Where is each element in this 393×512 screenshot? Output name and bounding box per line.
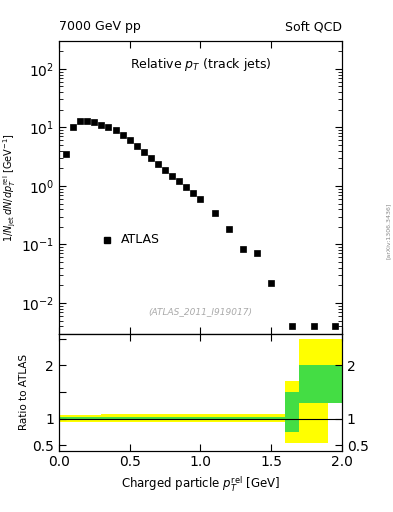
- X-axis label: Charged particle $p_T^\mathrm{rel}$ [GeV]: Charged particle $p_T^\mathrm{rel}$ [GeV…: [121, 475, 280, 495]
- Y-axis label: Ratio to ATLAS: Ratio to ATLAS: [19, 354, 29, 430]
- Bar: [299, 339, 314, 442]
- Bar: [200, 417, 215, 420]
- Bar: [144, 417, 158, 420]
- Bar: [186, 417, 200, 420]
- Bar: [314, 366, 328, 402]
- Bar: [243, 417, 257, 420]
- Bar: [285, 381, 299, 442]
- Bar: [299, 366, 314, 402]
- Bar: [73, 415, 87, 422]
- Bar: [271, 414, 285, 422]
- Bar: [200, 414, 215, 422]
- Bar: [73, 417, 87, 420]
- Bar: [130, 414, 144, 422]
- Bar: [144, 414, 158, 422]
- Bar: [285, 392, 299, 432]
- Bar: [328, 366, 342, 402]
- Bar: [229, 414, 243, 422]
- Bar: [101, 414, 116, 422]
- Bar: [271, 417, 285, 420]
- Bar: [257, 417, 271, 420]
- Bar: [172, 414, 186, 422]
- Bar: [314, 339, 328, 442]
- Bar: [186, 414, 200, 422]
- Y-axis label: $1/N_\mathrm{jet}\,dN/dp_T^\mathrm{rel}$ [GeV$^{-1}$]: $1/N_\mathrm{jet}\,dN/dp_T^\mathrm{rel}$…: [2, 133, 18, 242]
- Bar: [59, 417, 73, 420]
- Text: ATLAS: ATLAS: [121, 233, 160, 246]
- Bar: [59, 415, 73, 422]
- Bar: [87, 415, 101, 422]
- Text: Soft QCD: Soft QCD: [285, 20, 342, 33]
- Bar: [116, 417, 130, 420]
- Bar: [116, 414, 130, 422]
- Bar: [328, 339, 342, 402]
- Bar: [172, 417, 186, 420]
- Text: Relative $p_T$ (track jets): Relative $p_T$ (track jets): [130, 56, 271, 73]
- Bar: [158, 417, 172, 420]
- Text: 7000 GeV pp: 7000 GeV pp: [59, 20, 141, 33]
- Bar: [229, 417, 243, 420]
- Bar: [243, 414, 257, 422]
- Bar: [257, 414, 271, 422]
- Bar: [215, 414, 229, 422]
- Text: (ATLAS_2011_I919017): (ATLAS_2011_I919017): [149, 307, 252, 316]
- Bar: [215, 417, 229, 420]
- Text: [arXiv:1306.3436]: [arXiv:1306.3436]: [386, 202, 391, 259]
- Bar: [130, 417, 144, 420]
- Bar: [101, 417, 116, 420]
- Bar: [158, 414, 172, 422]
- Bar: [87, 417, 101, 420]
